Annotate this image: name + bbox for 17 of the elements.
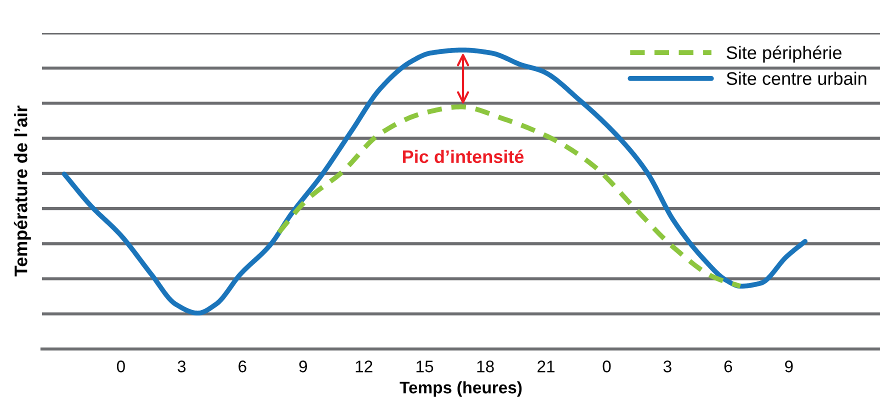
x-tick-label: 21 — [538, 360, 554, 372]
x-tick-label: 0 — [116, 360, 125, 372]
x-tick-label: 3 — [178, 360, 186, 372]
annotation: Pic d’intensité — [403, 150, 524, 164]
x-tick-label: 3 — [663, 360, 672, 372]
y-axis-title: Température de l’air — [14, 106, 31, 276]
x-tick-label: 6 — [238, 360, 246, 372]
x-axis-title: Temps (heures) — [400, 381, 522, 397]
x-tick-label: 18 — [477, 360, 494, 372]
x-tick-label: 9 — [785, 360, 793, 372]
legend-label: Site périphérie — [726, 46, 842, 63]
legend-label: Site centre urbain — [726, 72, 866, 85]
x-tick-label: 12 — [356, 360, 372, 372]
x-tick-label: 9 — [299, 360, 307, 372]
x-tick-label: 0 — [602, 360, 611, 372]
x-tick-label: 6 — [724, 360, 732, 372]
x-tick-label: 15 — [416, 360, 434, 372]
